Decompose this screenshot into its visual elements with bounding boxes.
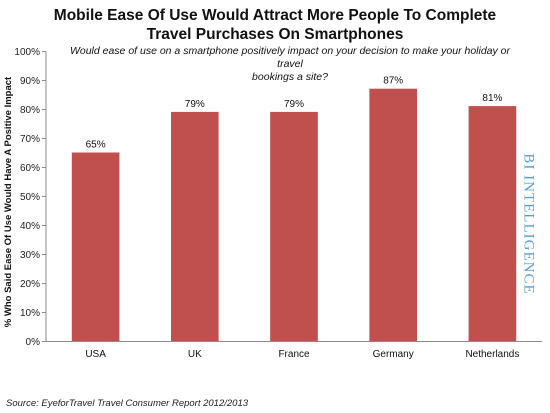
y-tick-label: 60% — [20, 163, 40, 174]
y-tick-label: 50% — [20, 192, 40, 203]
chart-subtitle-line-2: bookings a site? — [252, 71, 328, 83]
y-tick-label: 90% — [20, 76, 40, 87]
bar-value-label: 79% — [284, 99, 304, 110]
chart-subtitle: Would ease of use on a smartphone positi… — [60, 45, 520, 84]
y-tick-label: 40% — [20, 221, 40, 232]
chart-title-line-2: Travel Purchases On Smartphones — [146, 26, 404, 43]
y-tick-label: 0% — [26, 337, 41, 348]
chart-title: Mobile Ease Of Use Would Attract More Pe… — [0, 6, 550, 44]
y-tick-label: 70% — [20, 134, 40, 145]
y-axis-title-group: % Who Said Ease Of Use Would Have A Posi… — [3, 76, 14, 327]
bar-value-label: 65% — [86, 140, 106, 151]
bar — [71, 152, 120, 341]
chart-title-line-1: Mobile Ease Of Use Would Attract More Pe… — [53, 7, 497, 24]
bar-value-label: 81% — [482, 93, 502, 104]
bar — [369, 88, 418, 341]
x-category-label: Germany — [373, 349, 414, 360]
y-tick-label: 10% — [20, 308, 40, 319]
bar — [170, 111, 219, 342]
x-category-label: France — [278, 349, 310, 360]
value-labels: 65% 79% 79% 87% 81% — [86, 76, 503, 151]
y-tick-label: 30% — [20, 250, 40, 261]
bars — [71, 88, 517, 342]
x-axis: USA UK France Germany Netherlands — [46, 341, 542, 360]
bar — [270, 111, 318, 342]
y-axis: 0% 10% 20% 30% 40% 50% 60% 70% 80% 90% 100% — [14, 47, 47, 348]
y-axis-title: % Who Said Ease Of Use Would Have A Posi… — [3, 76, 14, 327]
y-tick-label: 100% — [14, 47, 40, 58]
y-tick-label: 20% — [20, 279, 40, 290]
bar-value-label: 87% — [383, 76, 403, 87]
y-tick-label: 80% — [20, 105, 40, 116]
bar — [468, 106, 517, 341]
bi-intelligence-logo: BI INTELLIGENCE — [520, 153, 537, 295]
bar-value-label: 79% — [185, 99, 205, 110]
chart-subtitle-line-1: Would ease of use on a smartphone positi… — [69, 45, 511, 70]
x-category-label: Netherlands — [465, 349, 519, 360]
x-category-label: UK — [188, 349, 202, 360]
source-note: Source: EyeforTravel Travel Consumer Rep… — [6, 398, 249, 409]
x-category-label: USA — [85, 349, 106, 360]
